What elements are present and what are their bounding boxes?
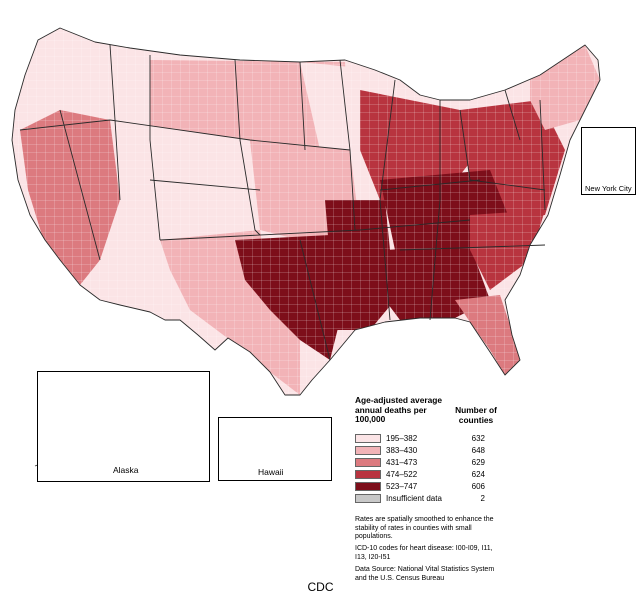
legend-row: 523–747 606 <box>355 482 485 494</box>
legend-range: 431–473 <box>386 458 418 467</box>
legend-count: 606 <box>471 482 485 491</box>
hawaii-label: Hawaii <box>258 467 284 477</box>
note-smoothing: Rates are spatially smoothed to enhance … <box>355 516 494 540</box>
legend-row: 474–522 624 <box>355 470 485 482</box>
legend-row: 383–430 648 <box>355 446 485 458</box>
legend-range: 474–522 <box>386 470 418 479</box>
legend-count-header: Number of counties <box>455 405 497 425</box>
legend-row: 431–473 629 <box>355 458 485 470</box>
legend-row: 195–382 632 <box>355 434 485 446</box>
alaska-inset <box>37 371 210 482</box>
footer-source: CDC <box>307 580 334 594</box>
legend-range: 383–430 <box>386 446 418 455</box>
legend-swatch <box>355 434 381 443</box>
state-boundaries <box>11 27 601 396</box>
note-source: Data Source: National Vital Statistics S… <box>355 566 495 582</box>
legend-count: 2 <box>480 494 485 503</box>
legend-swatch <box>355 458 381 467</box>
note-icd: ICD-10 codes for heart disease: I00-I09,… <box>355 545 493 561</box>
legend-swatch <box>355 470 381 479</box>
legend-count: 632 <box>471 434 485 443</box>
legend-count: 648 <box>471 446 485 455</box>
legend-range: 523–747 <box>386 482 418 491</box>
legend-title: Age-adjusted average annual deaths per 1… <box>355 395 443 424</box>
alaska-label: Alaska <box>113 465 139 475</box>
legend-range: Insufficient data <box>386 494 442 503</box>
nyc-label: New York City <box>585 184 632 193</box>
legend-swatch <box>355 482 381 491</box>
nyc-inset <box>581 127 636 195</box>
hawaii-inset <box>218 417 332 481</box>
legend-count: 624 <box>471 470 485 479</box>
legend-swatch <box>355 446 381 455</box>
legend-swatch <box>355 494 381 503</box>
legend-row: Insufficient data 2 <box>355 494 485 506</box>
legend-count: 629 <box>471 458 485 467</box>
legend-range: 195–382 <box>386 434 418 443</box>
